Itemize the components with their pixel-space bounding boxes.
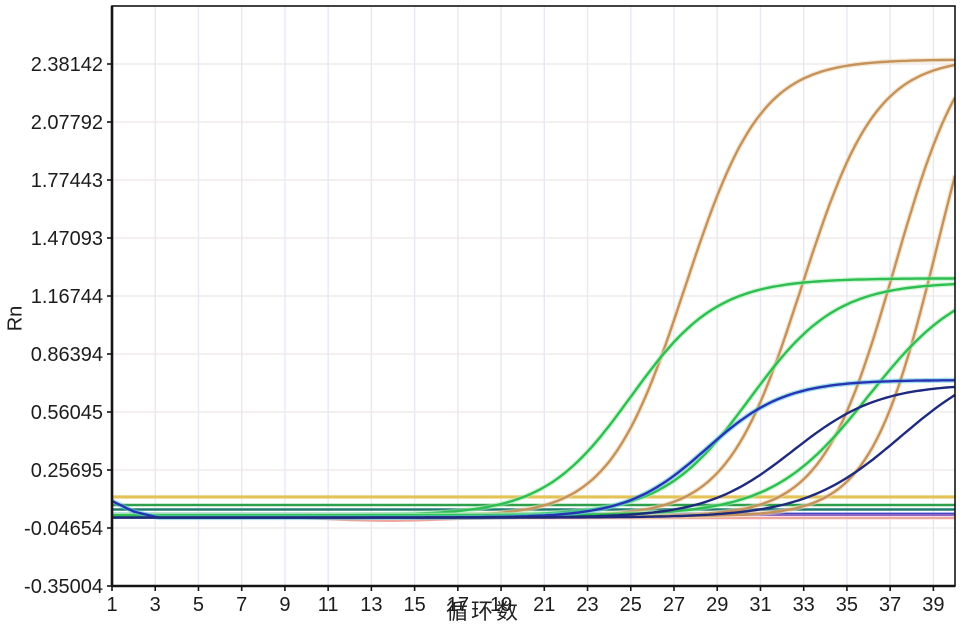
green-curve-3 bbox=[112, 309, 955, 517]
x-tick-label: 27 bbox=[663, 594, 685, 616]
orange-curve-4-halo bbox=[112, 175, 955, 519]
x-tick-label: 39 bbox=[922, 594, 944, 616]
green-curve-2 bbox=[112, 282, 955, 517]
x-tick-label: 9 bbox=[279, 594, 290, 616]
x-tick-label: 31 bbox=[749, 594, 771, 616]
y-tick-label: 0.25695 bbox=[31, 460, 103, 482]
x-tick-label: 23 bbox=[576, 594, 598, 616]
x-tick-label: 21 bbox=[533, 594, 555, 616]
x-tick-label: 5 bbox=[193, 594, 204, 616]
orange-curve-4 bbox=[112, 175, 955, 518]
y-tick-label: -0.04654 bbox=[24, 518, 103, 540]
x-tick-label: 1 bbox=[106, 594, 117, 616]
x-tick-label: 35 bbox=[836, 594, 858, 616]
x-tick-label: 13 bbox=[360, 594, 382, 616]
x-tick-label: 29 bbox=[706, 594, 728, 616]
y-tick-label: 1.16744 bbox=[31, 286, 103, 308]
y-tick-label: 0.86394 bbox=[31, 344, 103, 366]
x-tick-label: 37 bbox=[879, 594, 901, 616]
green-curve-3-halo bbox=[112, 308, 955, 518]
y-tick-label: -0.35004 bbox=[24, 576, 103, 598]
y-tick-label: 1.47093 bbox=[31, 228, 103, 250]
x-tick-label: 7 bbox=[236, 594, 247, 616]
orange-curve-3 bbox=[112, 96, 955, 518]
y-tick-label: 2.07792 bbox=[31, 112, 103, 134]
orange-curve-3-halo bbox=[112, 96, 955, 519]
y-tick-label: 2.38142 bbox=[31, 54, 103, 76]
x-tick-label: 17 bbox=[447, 594, 469, 616]
x-tick-label: 11 bbox=[318, 594, 339, 616]
x-tick-label: 19 bbox=[490, 594, 512, 616]
x-axis-title: 循环数 bbox=[446, 599, 522, 624]
y-tick-label: 1.77443 bbox=[31, 170, 103, 192]
blue-curve-3 bbox=[112, 393, 955, 519]
x-tick-label: 3 bbox=[150, 594, 161, 616]
x-tick-label: 15 bbox=[403, 594, 425, 616]
y-tick-label: 0.56045 bbox=[31, 402, 103, 424]
green-curve-2-halo bbox=[112, 281, 955, 518]
x-tick-label: 25 bbox=[620, 594, 642, 616]
x-tick-label: 33 bbox=[793, 594, 815, 616]
